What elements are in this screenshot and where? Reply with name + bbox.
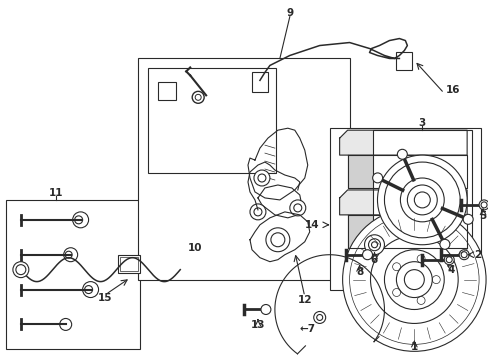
Bar xyxy=(372,130,471,270)
Circle shape xyxy=(396,262,431,298)
Text: 16: 16 xyxy=(446,85,460,95)
Bar xyxy=(120,257,138,271)
Polygon shape xyxy=(339,130,466,155)
Circle shape xyxy=(439,239,449,249)
Text: 5: 5 xyxy=(478,211,486,221)
Text: 14: 14 xyxy=(305,220,319,230)
Circle shape xyxy=(458,250,468,260)
Text: 6: 6 xyxy=(370,255,377,265)
Bar xyxy=(6,200,140,349)
Circle shape xyxy=(289,200,305,216)
Circle shape xyxy=(362,250,372,260)
Text: 11: 11 xyxy=(48,188,63,198)
Bar xyxy=(148,68,275,173)
Bar xyxy=(158,82,176,100)
Text: ←7: ←7 xyxy=(299,324,315,334)
Circle shape xyxy=(313,311,325,323)
Circle shape xyxy=(372,173,382,183)
Text: 10: 10 xyxy=(187,243,202,253)
Bar xyxy=(251,72,267,92)
Circle shape xyxy=(478,200,488,210)
Text: 1: 1 xyxy=(410,342,417,352)
Text: 4: 4 xyxy=(447,265,454,275)
Circle shape xyxy=(13,262,29,278)
Text: 2: 2 xyxy=(473,250,480,260)
Circle shape xyxy=(342,208,485,351)
Text: 15: 15 xyxy=(98,293,113,302)
Circle shape xyxy=(192,91,203,103)
Circle shape xyxy=(400,178,443,222)
Bar xyxy=(118,255,140,273)
Circle shape xyxy=(249,204,265,220)
Circle shape xyxy=(261,305,270,315)
Text: 13: 13 xyxy=(250,320,264,330)
Bar xyxy=(329,128,480,289)
Bar xyxy=(396,53,411,71)
Polygon shape xyxy=(347,215,466,248)
Circle shape xyxy=(377,155,466,245)
Text: 12: 12 xyxy=(297,294,311,305)
Polygon shape xyxy=(339,190,466,215)
Circle shape xyxy=(397,149,407,159)
Circle shape xyxy=(443,255,453,265)
Text: 8: 8 xyxy=(355,267,363,276)
Polygon shape xyxy=(347,155,466,188)
Text: 3: 3 xyxy=(418,118,425,128)
Circle shape xyxy=(253,170,269,186)
Circle shape xyxy=(462,214,472,224)
Text: 9: 9 xyxy=(285,8,293,18)
Bar xyxy=(138,58,349,280)
Circle shape xyxy=(364,235,384,255)
Circle shape xyxy=(265,228,289,252)
